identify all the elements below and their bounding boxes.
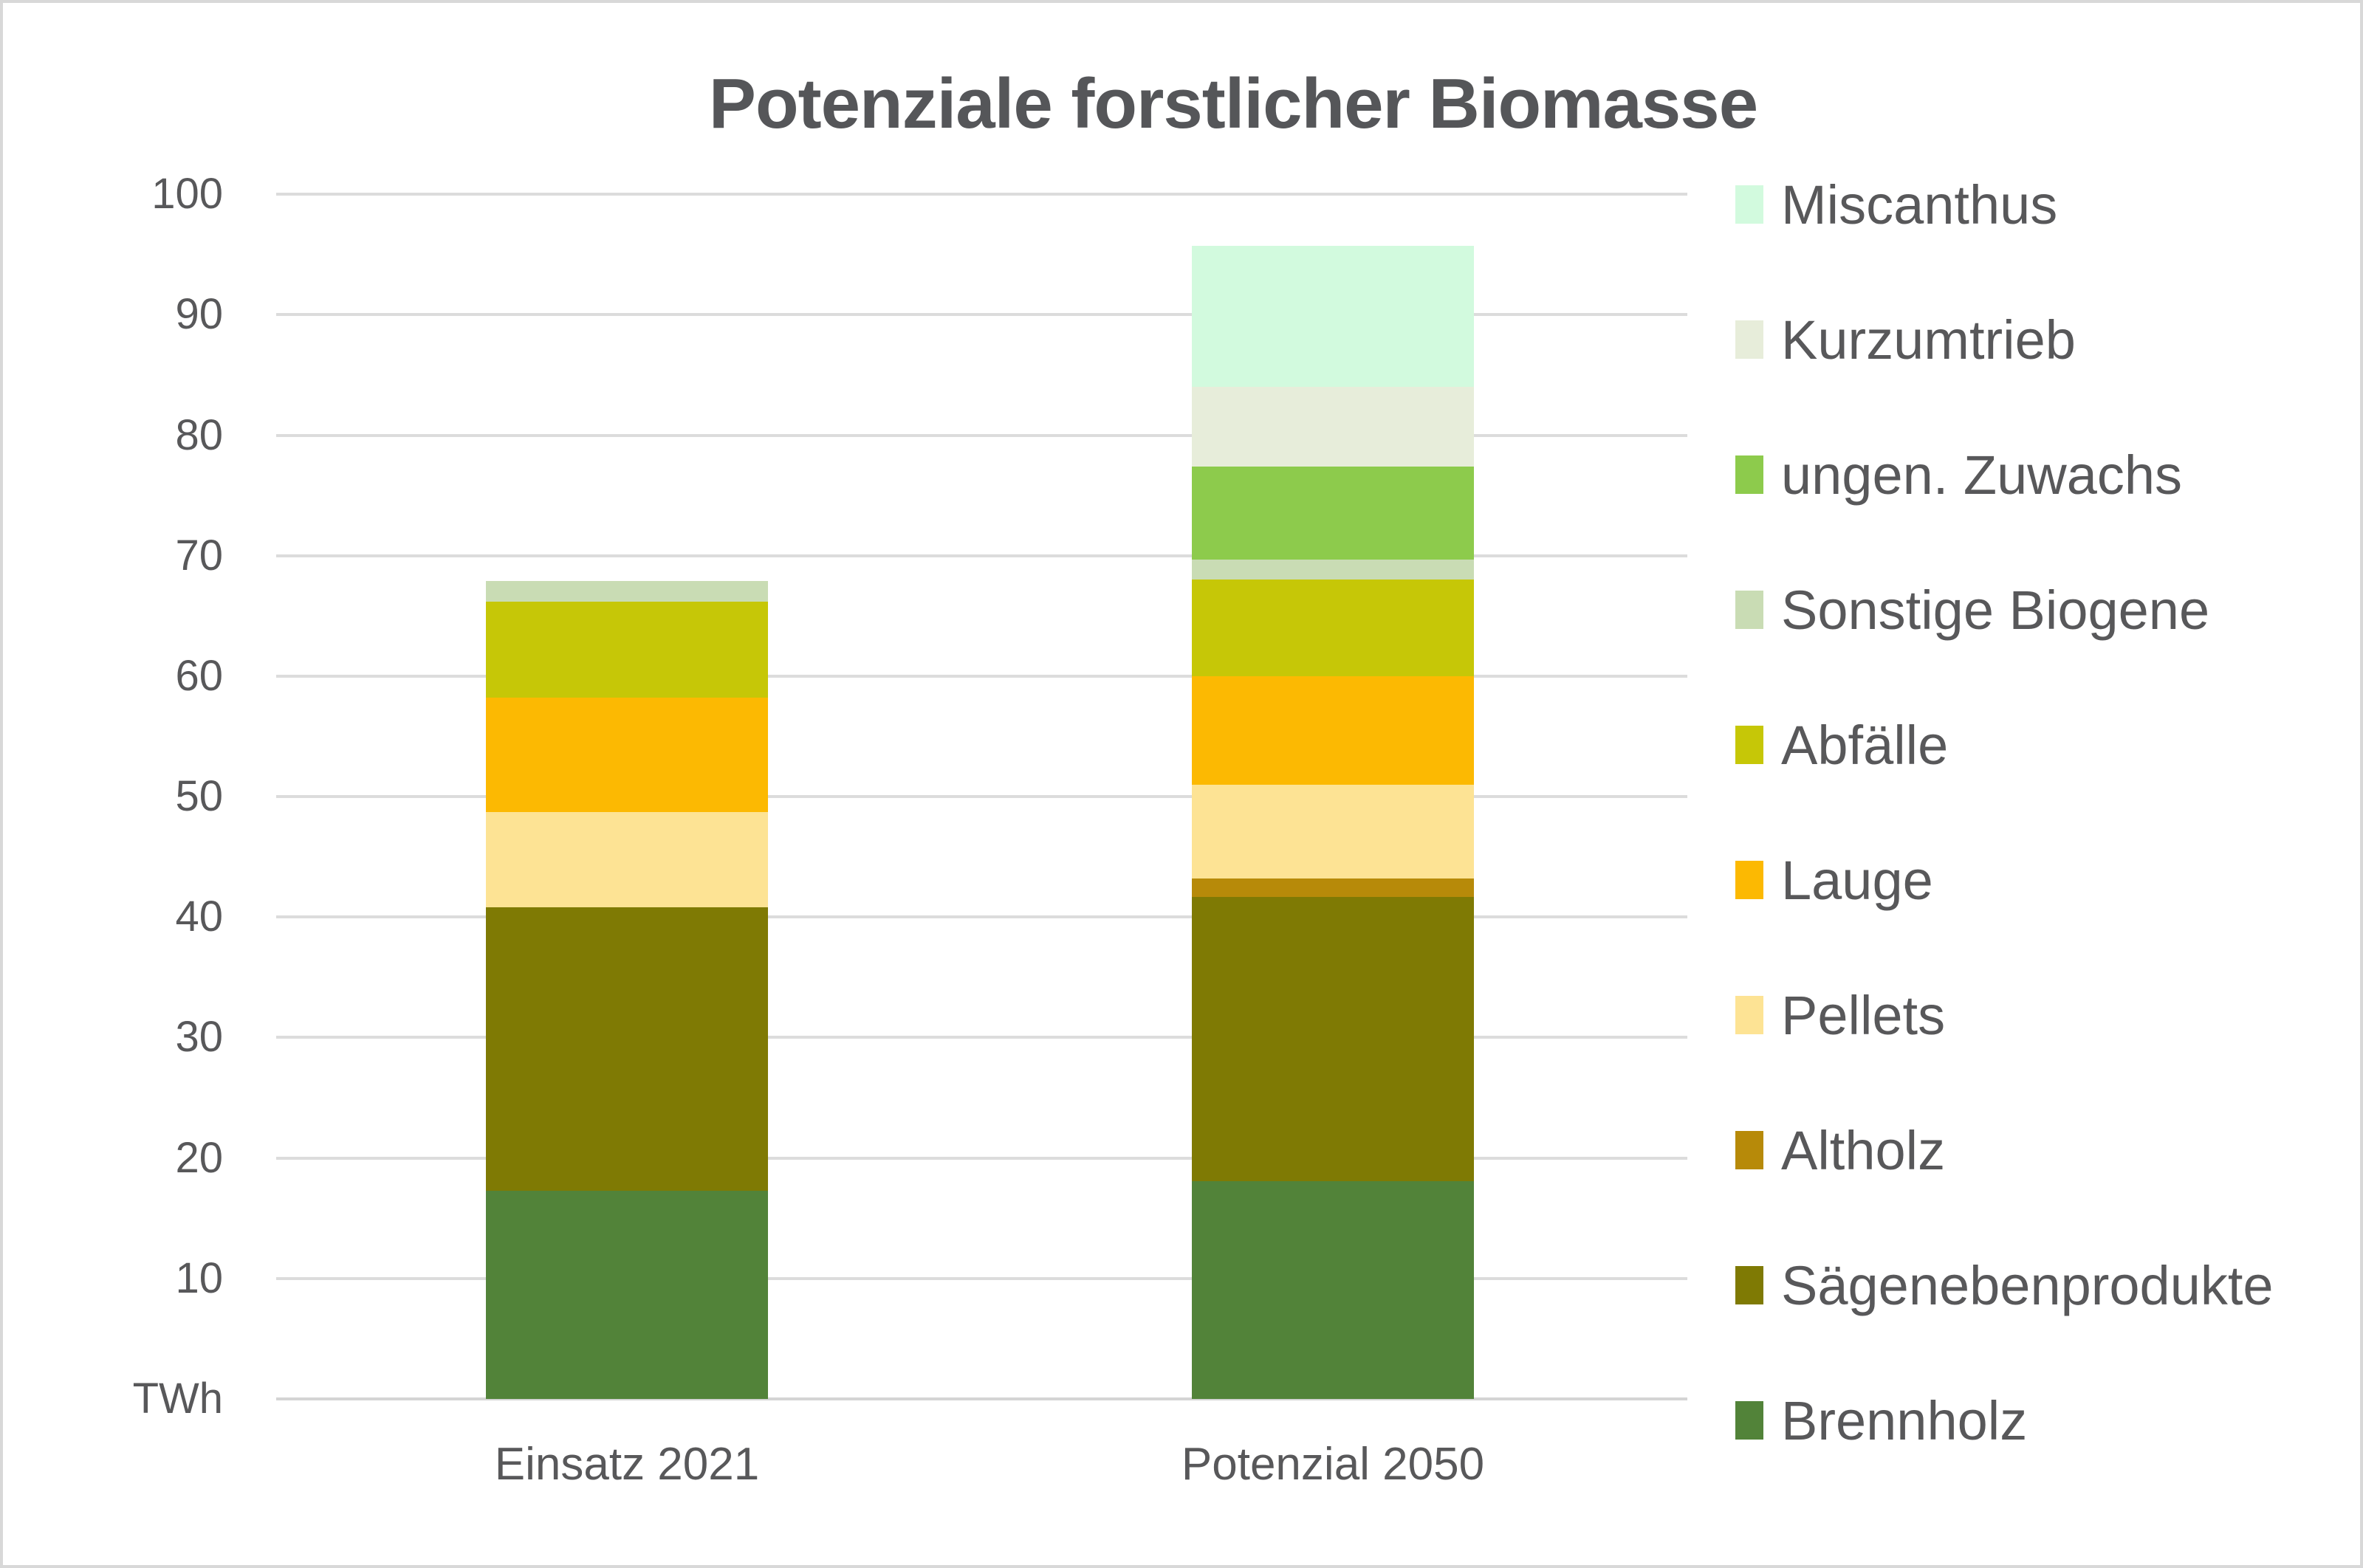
legend-item-sonstige-biogene: Sonstige Biogene [1735, 576, 2209, 644]
legend-item-abf-lle: Abfälle [1735, 711, 1948, 779]
legend-swatch-brennholz [1735, 1401, 1763, 1440]
y-tick-label-30: 30 [175, 1013, 223, 1062]
plot-area [276, 146, 1687, 1400]
legend-item-s-genebenprodukte: Sägenebenprodukte [1735, 1251, 2274, 1319]
bar-segment-sonstige-biogene [486, 581, 768, 602]
legend-swatch-altholz [1735, 1131, 1763, 1169]
legend-label: Miscanthus [1781, 173, 2058, 235]
legend-swatch-lauge [1735, 861, 1763, 899]
legend-label: Altholz [1781, 1119, 1946, 1181]
gridline-80 [276, 433, 1687, 437]
bar-segment-abf-lle [1192, 580, 1474, 676]
y-tick-label-40: 40 [175, 893, 223, 941]
legend-item-miscanthus: Miscanthus [1735, 171, 2057, 238]
bar-segment-s-genebenprodukte [1192, 897, 1474, 1181]
legend-swatch-ungen-zuwachs [1735, 455, 1763, 494]
x-axis-label-einsatz-2021: Einsatz 2021 [494, 1439, 760, 1490]
legend-item-lauge: Lauge [1735, 846, 1933, 914]
legend-swatch-kurzumtrieb [1735, 320, 1763, 359]
bar-segment-pellets [1192, 785, 1474, 878]
gridline-90 [276, 313, 1687, 317]
gridline-30 [276, 1036, 1687, 1039]
legend-label: Kurzumtrieb [1781, 309, 2076, 371]
bar-segment-brennholz [1192, 1181, 1474, 1399]
bar-segment-ungen-zuwachs [1192, 467, 1474, 560]
y-axis-unit-label: TWh [132, 1375, 223, 1423]
legend-item-altholz: Altholz [1735, 1116, 1945, 1184]
legend-label: Pellets [1781, 984, 1946, 1046]
y-axis-labels: 100 90 80 70 60 50 40 30 20 10 TWh [0, 146, 223, 1423]
x-axis-label-potenzial-2050: Potenzial 2050 [1181, 1439, 1485, 1490]
x-axis-baseline [276, 1397, 1687, 1400]
stacked-bar-potenzial-2050 [1192, 146, 1474, 1399]
legend-swatch-s-genebenprodukte [1735, 1266, 1763, 1304]
bar-segment-kurzumtrieb [1192, 387, 1474, 467]
legend-swatch-sonstige-biogene [1735, 591, 1763, 629]
legend: Miscanthus Kurzumtrieb ungen. Zuwachs Sonst… [1735, 0, 2356, 1568]
legend-item-ungen-zuwachs: ungen. Zuwachs [1735, 441, 2182, 509]
y-tick-label-100: 100 [151, 170, 223, 219]
gridline-60 [276, 674, 1687, 678]
legend-label: ungen. Zuwachs [1781, 444, 2183, 506]
gridline-100 [276, 193, 1687, 196]
bar-segment-altholz [1192, 878, 1474, 897]
gridline-10 [276, 1276, 1687, 1280]
legend-item-kurzumtrieb: Kurzumtrieb [1735, 306, 2076, 374]
legend-swatch-pellets [1735, 996, 1763, 1034]
y-tick-label-80: 80 [175, 410, 223, 459]
bar-segment-abf-lle [486, 602, 768, 698]
bar-segment-lauge [1192, 676, 1474, 785]
legend-label: Lauge [1781, 849, 1933, 911]
legend-item-brennholz: Brennholz [1735, 1386, 2027, 1454]
gridline-40 [276, 915, 1687, 919]
gridline-70 [276, 554, 1687, 557]
legend-item-pellets: Pellets [1735, 981, 1945, 1049]
gridline-50 [276, 795, 1687, 799]
legend-label: Brennholz [1781, 1389, 2028, 1451]
chart-title: Potenziale forstlicher Biomasse [708, 64, 1758, 143]
legend-swatch-abf-lle [1735, 726, 1763, 764]
legend-label: Sägenebenprodukte [1781, 1254, 2274, 1316]
bar-segment-miscanthus [1192, 246, 1474, 387]
legend-swatch-miscanthus [1735, 185, 1763, 224]
y-tick-label-70: 70 [175, 531, 223, 580]
stacked-bar-einsatz-2021 [486, 146, 768, 1399]
legend-label: Abfälle [1781, 714, 1949, 776]
legend-label: Sonstige Biogene [1781, 579, 2210, 641]
gridline-20 [276, 1156, 1687, 1160]
y-tick-label-50: 50 [175, 772, 223, 821]
bar-segment-s-genebenprodukte [486, 907, 768, 1191]
bar-segment-pellets [486, 812, 768, 907]
y-tick-label-20: 20 [175, 1133, 223, 1182]
bar-segment-lauge [486, 698, 768, 812]
y-tick-label-60: 60 [175, 651, 223, 700]
y-tick-label-90: 90 [175, 290, 223, 339]
bar-segment-sonstige-biogene [1192, 560, 1474, 580]
bar-segment-brennholz [486, 1191, 768, 1399]
y-tick-label-10: 10 [175, 1254, 223, 1302]
